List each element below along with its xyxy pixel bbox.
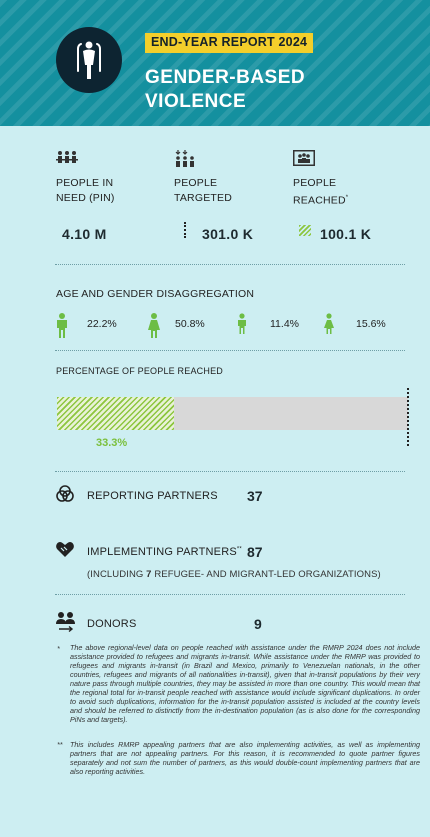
age-item-boys: 11.4% [236, 313, 299, 335]
handshake-icon [55, 540, 75, 563]
report-label: END-YEAR REPORT 2024 [145, 33, 314, 53]
divider [55, 264, 405, 265]
target-marker [407, 388, 409, 446]
footnote-text: This includes RMRP appealing partners th… [70, 740, 420, 776]
stat-label: PEOPLE TARGETED [174, 177, 232, 204]
footnote-mark: * [57, 644, 60, 653]
targeted-marker [184, 222, 186, 238]
stat-people-targeted: PEOPLE TARGETED [174, 150, 284, 206]
report-header: END-YEAR REPORT 2024 GENDER-BASED VIOLEN… [0, 0, 430, 126]
progress-fill [57, 397, 174, 430]
people-targeted-icon [174, 150, 284, 168]
stat-value-reached: 100.1 K [320, 226, 372, 242]
people-group-icon [56, 150, 166, 168]
footnote-text: The above regional-level data on people … [70, 643, 420, 724]
reached-swatch [299, 225, 311, 236]
implementing-partners-note: (INCLUDING 7 REFUGEE- AND MIGRANT-LED OR… [87, 569, 381, 580]
divider [55, 594, 405, 595]
implementing-partners-label: IMPLEMENTING PARTNERS** [87, 546, 242, 558]
woman-icon [148, 313, 160, 338]
progress-percentage: 33.3% [96, 437, 128, 449]
page-title: GENDER-BASED VIOLENCE [145, 67, 306, 112]
donors-value: 9 [254, 616, 262, 632]
age-item-women: 50.8% [147, 313, 205, 338]
stat-label: PEOPLE REACHED* [293, 177, 349, 207]
man-icon [57, 313, 67, 338]
boy-icon [238, 313, 246, 334]
stat-label: PEOPLE IN NEED (PIN) [56, 177, 115, 204]
divider [55, 350, 405, 351]
stat-people-reached: PEOPLE REACHED* [293, 150, 403, 209]
implementing-partners-value: 87 [247, 544, 263, 560]
percentage-title: PERCENTAGE OF PEOPLE REACHED [56, 366, 223, 376]
gbv-sector-icon [56, 27, 122, 93]
reporting-partners-value: 37 [247, 488, 263, 504]
reporting-partners-icon [56, 485, 74, 508]
stat-value-targeted: 301.0 K [202, 226, 254, 242]
age-item-men: 22.2% [55, 313, 117, 338]
age-item-girls: 15.6% [323, 313, 386, 335]
stat-people-in-need: PEOPLE IN NEED (PIN) [56, 150, 166, 206]
girl-icon [324, 313, 334, 334]
reporting-partners-label: REPORTING PARTNERS [87, 490, 218, 502]
donors-label: DONORS [87, 618, 137, 630]
people-reached-icon [293, 150, 403, 168]
divider [55, 471, 405, 472]
footnote-mark: ** [57, 740, 63, 749]
age-gender-title: AGE AND GENDER DISAGGREGATION [56, 288, 255, 300]
stat-value-pin: 4.10 M [62, 226, 107, 242]
donors-icon [55, 611, 77, 638]
